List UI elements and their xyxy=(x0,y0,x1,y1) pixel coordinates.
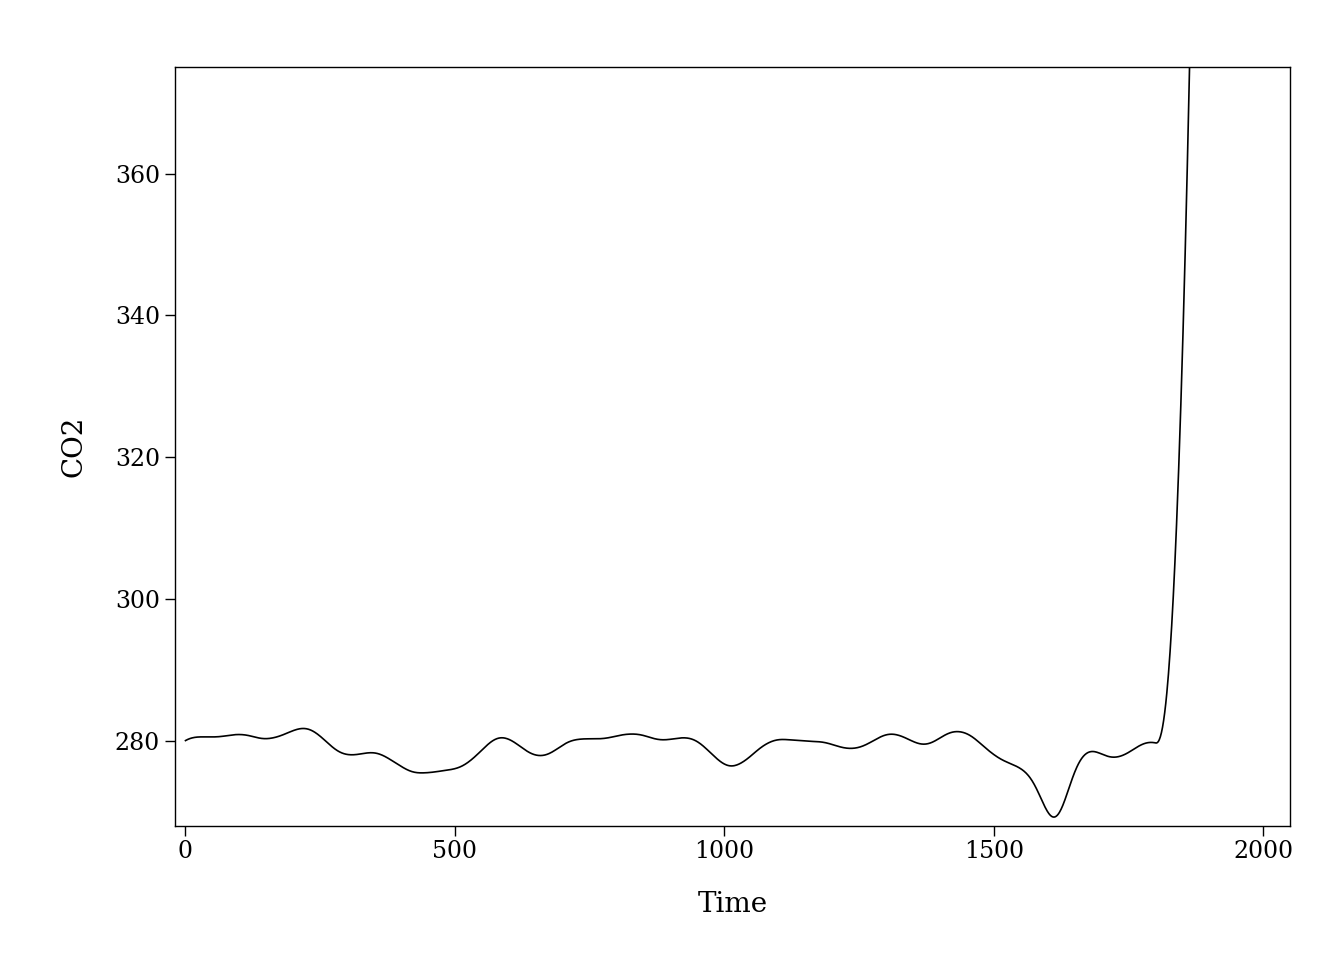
X-axis label: Time: Time xyxy=(698,891,767,918)
Y-axis label: CO2: CO2 xyxy=(60,416,87,477)
